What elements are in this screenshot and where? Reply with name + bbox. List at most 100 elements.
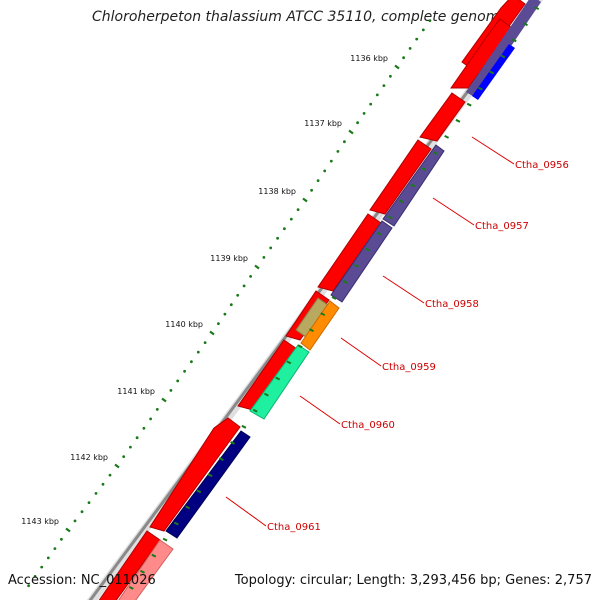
tick-dot xyxy=(149,417,153,421)
tick-dot xyxy=(428,19,432,22)
reverse-cds xyxy=(249,344,310,420)
inner-tick xyxy=(252,408,258,413)
inner-tick xyxy=(387,215,393,220)
tick-mark xyxy=(348,129,354,135)
inner-tick xyxy=(376,231,382,236)
inner-tick xyxy=(500,54,506,59)
inner-tick xyxy=(523,22,528,27)
tick-dot xyxy=(46,556,50,560)
inner-tick xyxy=(173,521,179,526)
forward-cds xyxy=(118,539,174,600)
tick-dot xyxy=(80,510,84,514)
tick-dot xyxy=(283,227,286,231)
inner-tick xyxy=(230,441,236,445)
tick-dot xyxy=(229,303,233,307)
tick-dot xyxy=(122,455,126,458)
inner-tick xyxy=(241,424,247,429)
tick-dot xyxy=(217,322,220,325)
inner-tick xyxy=(286,360,292,365)
tick-dot xyxy=(40,565,44,569)
tick-label: 1140 kbp xyxy=(165,320,203,329)
inner-tick xyxy=(421,167,427,172)
tick-dot xyxy=(262,256,266,259)
inner-tick xyxy=(477,86,483,91)
tick-dot xyxy=(27,584,30,588)
tick-dot xyxy=(242,284,246,288)
tick-label: 1136 kbp xyxy=(350,54,388,63)
reverse-cds xyxy=(165,430,251,539)
tick-dot xyxy=(269,246,273,250)
tick-dot xyxy=(155,408,159,411)
inner-tick xyxy=(444,135,450,139)
tick-mark xyxy=(114,463,120,469)
inner-tick xyxy=(128,586,134,590)
inner-tick xyxy=(185,505,191,510)
tick-dot xyxy=(369,102,373,106)
tick-dot xyxy=(408,47,412,50)
reverse-cds xyxy=(466,0,541,98)
inner-tick xyxy=(511,38,517,43)
gene-label-ctha-0960[interactable]: Ctha_0960 xyxy=(341,420,395,431)
gene-labels: Ctha_0956 Ctha_0957 Ctha_0958 Ctha_0959 … xyxy=(225,136,569,533)
tick-dot xyxy=(190,360,193,364)
gene-label-ctha-0961[interactable]: Ctha_0961 xyxy=(267,522,321,533)
gene-label-ctha-0957[interactable]: Ctha_0957 xyxy=(475,221,529,232)
reverse-cds-track xyxy=(165,0,541,539)
tick-dot xyxy=(129,445,132,449)
tick-dot xyxy=(87,501,91,504)
inner-tick xyxy=(196,489,202,494)
forward-cds xyxy=(369,139,432,215)
gene-label-ctha-0956[interactable]: Ctha_0956 xyxy=(515,160,569,171)
inner-tick xyxy=(534,6,540,10)
tick-label: 1142 kbp xyxy=(70,453,108,462)
inner-tick xyxy=(399,199,405,204)
tick-dot xyxy=(276,236,279,240)
tick-dot xyxy=(94,492,98,495)
inner-tick xyxy=(140,569,145,574)
tick-dot xyxy=(421,28,425,32)
tick-dot xyxy=(33,575,37,578)
accession-label: Accession: NC_011026 xyxy=(8,573,156,588)
inner-tick xyxy=(263,392,269,397)
tick-label: 1143 kbp xyxy=(21,517,59,526)
inner-tick xyxy=(162,537,168,542)
tick-label: 1141 kbp xyxy=(117,387,155,396)
tick-dot xyxy=(336,150,340,153)
inner-tick xyxy=(309,328,314,333)
forward-cds xyxy=(98,530,161,600)
tick-dot xyxy=(249,275,253,278)
tick-dot xyxy=(60,537,63,541)
tick-dot xyxy=(375,93,379,97)
forward-cds xyxy=(149,417,241,532)
inner-tick xyxy=(342,280,348,284)
inner-tick xyxy=(354,263,359,268)
tick-mark xyxy=(302,197,308,203)
tick-dot xyxy=(310,188,313,192)
tick-dot xyxy=(323,169,327,173)
tick-dot xyxy=(176,379,180,383)
inner-tick xyxy=(466,102,472,107)
tick-label: 1139 kbp xyxy=(210,254,248,263)
tick-label: 1137 kbp xyxy=(304,119,342,128)
tick-mark xyxy=(161,397,167,403)
genome-summary: Topology: circular; Length: 3,293,456 bp… xyxy=(234,573,592,588)
map-title: Chloroherpeton thalassium ATCC 35110, co… xyxy=(92,9,508,25)
tick-dot xyxy=(203,341,207,344)
forward-cds xyxy=(419,92,466,142)
tick-dot xyxy=(53,547,57,550)
gene-label-ctha-0959[interactable]: Ctha_0959 xyxy=(382,362,436,373)
tick-dot xyxy=(73,519,77,523)
tick-dot xyxy=(183,369,187,373)
tick-label: 1138 kbp xyxy=(258,187,296,196)
tick-dot xyxy=(289,217,293,221)
gene-label-ctha-0958[interactable]: Ctha_0958 xyxy=(425,299,479,310)
inner-tick xyxy=(410,183,416,188)
inner-tick xyxy=(297,344,303,349)
forward-cds xyxy=(450,18,513,89)
tick-mark xyxy=(209,330,215,336)
tick-labels: 1136 kbp 1137 kbp 1138 kbp 1139 kbp 1140 kbp… xyxy=(21,54,388,526)
inner-tick xyxy=(207,473,213,478)
tick-dot xyxy=(108,473,112,477)
inner-tick xyxy=(455,118,461,123)
tick-dot xyxy=(196,350,200,354)
